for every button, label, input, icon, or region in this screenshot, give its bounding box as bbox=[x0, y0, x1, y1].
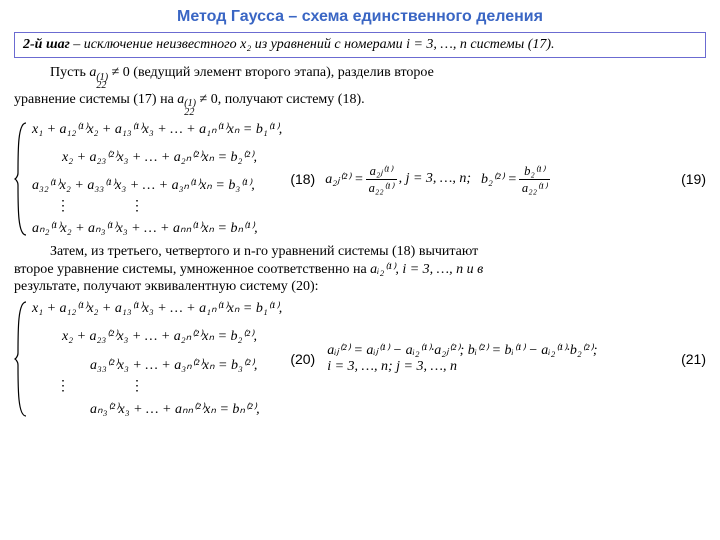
f21-line2: i = 3, …, n; j = 3, …, n bbox=[327, 359, 457, 374]
sys18-vdots: ⋮⋮ bbox=[32, 203, 282, 211]
p1-a: Пусть bbox=[50, 65, 89, 80]
sys20-e2: x₂ + a₂₃⁽²⁾x₃ + … + a₂ₙ⁽²⁾xₙ = b₂⁽²⁾, bbox=[32, 328, 282, 345]
formula-19b: b₂⁽²⁾ = b₂⁽¹⁾a₂₂⁽¹⁾ bbox=[481, 163, 552, 196]
page-title: Метод Гаусса – схема единственного делен… bbox=[14, 8, 706, 26]
p2-l2a: второе уравнение системы, умноженное соо… bbox=[14, 262, 370, 277]
p1-b: ≠ 0 (ведущий элемент второго этапа), раз… bbox=[112, 65, 434, 80]
para-1: Пусть a(1)22 ≠ 0 (ведущий элемент второг… bbox=[14, 64, 706, 117]
sys18-e3: a₃₂⁽¹⁾x₂ + a₃₃⁽¹⁾x₃ + … + a₃ₙ⁽¹⁾xₙ = b₃⁽… bbox=[32, 177, 282, 194]
para-2: Затем, из третьего, четвертого и n-го ур… bbox=[14, 243, 706, 296]
p1-l2a: уравнение системы (17) на bbox=[14, 92, 177, 107]
sys20-e3: a₃₃⁽²⁾x₃ + … + a₃ₙ⁽²⁾xₙ = b₃⁽²⁾, bbox=[32, 357, 282, 374]
label-20: (20) bbox=[290, 351, 315, 367]
f21-line1: aᵢⱼ⁽²⁾ = aᵢⱼ⁽¹⁾ − aᵢ₂⁽¹⁾·a₂ⱼ⁽²⁾; bᵢ⁽²⁾ =… bbox=[327, 343, 597, 358]
p1-l2b: ≠ 0, получают систему (18). bbox=[200, 92, 365, 107]
p2-l3: результате, получают эквивалентную систе… bbox=[14, 279, 319, 294]
sys20-en: aₙ₃⁽²⁾x₃ + … + aₙₙ⁽²⁾xₙ = bₙ⁽²⁾, bbox=[32, 401, 282, 418]
a22-sym1: a(1)22 bbox=[89, 65, 108, 80]
p2-l2b: aᵢ₂⁽¹⁾, i = 3, …, n и в bbox=[370, 262, 483, 277]
p2-l1: Затем, из третьего, четвертого и n-го ур… bbox=[50, 244, 478, 259]
left-brace-18 bbox=[14, 121, 28, 237]
sys18-e1: x₁ + a₁₂⁽¹⁾x₂ + a₁₃⁽¹⁾x₃ + … + a₁ₙ⁽¹⁾xₙ … bbox=[32, 121, 282, 138]
sys20-e1: x₁ + a₁₂⁽¹⁾x₂ + a₁₃⁽¹⁾x₃ + … + a₁ₙ⁽¹⁾xₙ … bbox=[32, 300, 282, 317]
label-18: (18) bbox=[290, 171, 315, 187]
label-19: (19) bbox=[681, 171, 706, 187]
label-21: (21) bbox=[681, 351, 706, 367]
sys18-en: aₙ₂⁽¹⁾x₂ + aₙ₃⁽¹⁾x₃ + … + aₙₙ⁽¹⁾xₙ = bₙ⁽… bbox=[32, 220, 282, 237]
formula-19a: a₂ⱼ⁽²⁾ = a₂ⱼ⁽¹⁾a₂₂⁽¹⁾ , j = 3, …, n; bbox=[325, 163, 471, 196]
sys18-e2: x₂ + a₂₃⁽²⁾x₃ + … + a₂ₙ⁽²⁾xₙ = b₂⁽²⁾, bbox=[32, 149, 282, 166]
left-brace-20 bbox=[14, 300, 28, 418]
step-text: – исключение неизвестного x₂ из уравнени… bbox=[70, 37, 555, 52]
a22-sym2: a(1)22 bbox=[177, 92, 196, 107]
sys20-vdots: ⋮⋮ bbox=[32, 383, 282, 391]
step-box: 2-й шаг – исключение неизвестного x₂ из … bbox=[14, 32, 706, 58]
formula-21: aᵢⱼ⁽²⁾ = aᵢⱼ⁽¹⁾ − aᵢ₂⁽¹⁾·a₂ⱼ⁽²⁾; bᵢ⁽²⁾ =… bbox=[327, 342, 597, 375]
step-prefix: 2-й шаг bbox=[23, 37, 70, 52]
